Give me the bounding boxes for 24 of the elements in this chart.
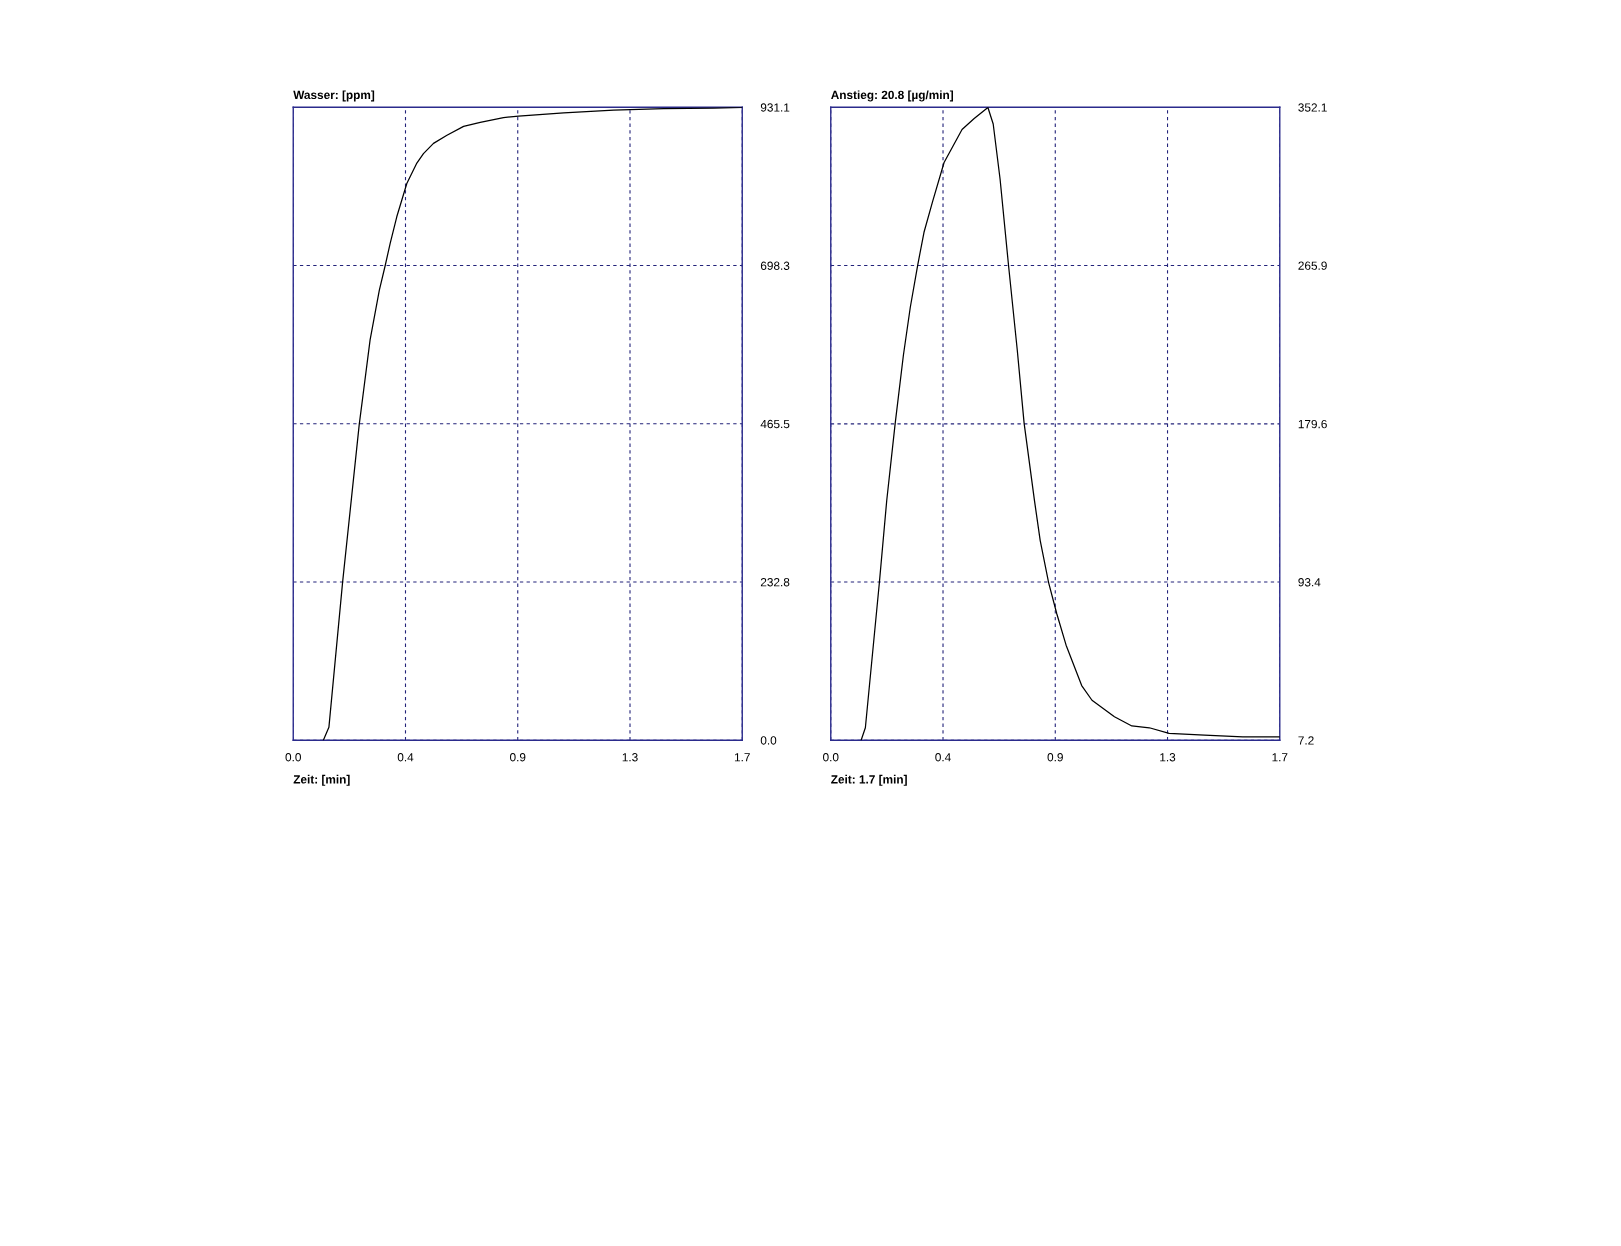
y-tick-label: 0.0 [760, 736, 777, 745]
y-tick-label: 352.1 [1298, 103, 1327, 112]
y-tick-label: 265.9 [1298, 261, 1327, 270]
x-tick-label: 1.3 [1160, 753, 1176, 762]
x-tick-label: 1.3 [622, 753, 638, 762]
x-axis-title: Zeit: 1.7 [min] [831, 774, 907, 786]
x-axis-title: Zeit: [min] [293, 774, 350, 786]
y-tick-label: 232.8 [760, 578, 790, 587]
x-tick-label: 0.4 [935, 753, 951, 762]
x-tick-label: 1.7 [1272, 753, 1288, 762]
y-tick-label: 698.3 [760, 261, 790, 270]
y-tick-label: 179.6 [1298, 419, 1327, 429]
y-tick-label: 7.2 [1298, 736, 1314, 745]
chart-title: Anstieg: 20.8 [µg/min] [831, 90, 953, 102]
y-tick-label: 465.5 [760, 419, 790, 429]
x-tick-label: 0.0 [823, 753, 839, 762]
y-tick-label: 93.4 [1298, 578, 1321, 587]
x-tick-label: 0.0 [285, 753, 301, 762]
y-tick-label: 931.1 [760, 103, 790, 112]
chart-title: Wasser: [ppm] [293, 90, 375, 102]
x-tick-label: 0.9 [1047, 753, 1063, 762]
x-tick-label: 1.7 [734, 753, 750, 762]
x-tick-label: 0.9 [510, 753, 526, 762]
x-tick-label: 0.4 [397, 753, 414, 762]
